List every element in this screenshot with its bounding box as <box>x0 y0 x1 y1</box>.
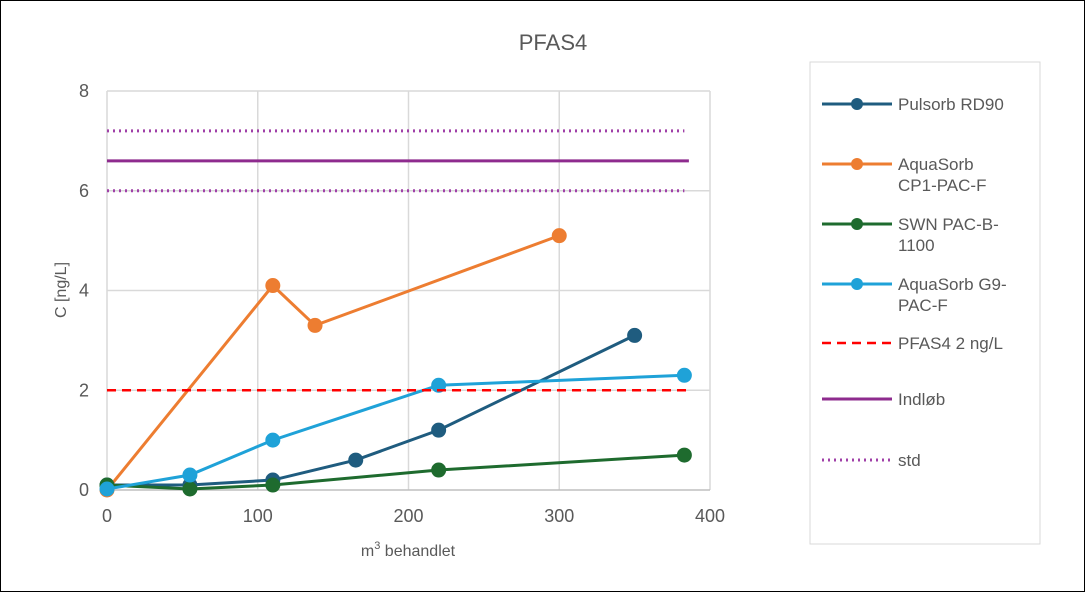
legend-entry-std: std <box>822 451 921 470</box>
data-point-swn-pac-b-1100 <box>182 481 198 497</box>
chart-title: PFAS4 <box>519 30 587 55</box>
series-pulsorb-rd90 <box>99 327 643 493</box>
data-point-aquasorb-g9-pac-f <box>182 467 198 483</box>
legend-label: PFAS4 2 ng/L <box>898 334 1003 353</box>
y-tick-label: 0 <box>79 480 89 500</box>
data-point-swn-pac-b-1100 <box>676 447 692 463</box>
legend-entry-swn-pac-b-1100: SWN PAC-B- 1100 <box>822 215 999 255</box>
legend-label: AquaSorb G9- PAC-F <box>898 275 1007 315</box>
series-line-pulsorb-rd90 <box>107 334 636 487</box>
legend-entry-pulsorb-rd90: Pulsorb RD90 <box>822 95 1004 114</box>
tick-labels: 0 2 4 6 8 0 100 200 300 400 <box>79 81 725 526</box>
x-tick-label: 0 <box>102 506 112 526</box>
legend-swatch-marker <box>851 158 863 170</box>
series-line-aquasorb-cp1-pac-f <box>105 234 560 491</box>
axes <box>106 91 710 491</box>
legend-label-line: PAC-F <box>898 296 948 315</box>
data-point-aquasorb-g9-pac-f <box>265 432 281 448</box>
x-tick-label: 300 <box>544 506 574 526</box>
data-point-swn-pac-b-1100 <box>265 477 281 493</box>
legend-entry-aquasorb-g9-pac-f: AquaSorb G9- PAC-F <box>822 275 1007 315</box>
data-point-aquasorb-cp1-pac-f <box>307 317 323 333</box>
legend-label-line: AquaSorb G9- <box>898 275 1007 294</box>
legend-label-line: AquaSorb <box>898 155 974 174</box>
legend-label-line: std <box>898 451 921 470</box>
series-swn-pac-b-1100 <box>99 447 692 497</box>
legend-label-line: Pulsorb RD90 <box>898 95 1004 114</box>
legend-label: Pulsorb RD90 <box>898 95 1004 114</box>
series-std <box>107 129 685 193</box>
legend-label: SWN PAC-B- 1100 <box>898 215 999 255</box>
legend-swatch-marker <box>851 218 863 230</box>
data-point-aquasorb-cp1-pac-f <box>265 278 281 294</box>
data-point-aquasorb-g9-pac-f <box>676 367 692 383</box>
data-point-aquasorb-g9-pac-f <box>99 481 115 497</box>
legend-label-line: Indløb <box>898 390 945 409</box>
legend-swatch-marker <box>851 278 863 290</box>
series-layer <box>99 129 692 498</box>
legend: Pulsorb RD90 AquaSorb CP1-PAC-F SWN PAC-B- 1… <box>822 95 1007 470</box>
data-point-pulsorb-rd90 <box>627 327 643 343</box>
legend-label: AquaSorb CP1-PAC-F <box>898 155 986 195</box>
legend-entry-pfas4-2-ng-l: PFAS4 2 ng/L <box>822 334 1003 353</box>
legend-label-line: 1100 <box>898 236 935 255</box>
y-tick-label: 4 <box>79 281 89 301</box>
data-point-swn-pac-b-1100 <box>431 462 447 478</box>
data-point-aquasorb-cp1-pac-f <box>551 228 567 244</box>
x-tick-label: 100 <box>243 506 273 526</box>
y-axis-label: C [ng/L] <box>53 262 70 318</box>
data-point-pulsorb-rd90 <box>431 422 447 438</box>
data-point-aquasorb-g9-pac-f <box>431 377 447 393</box>
legend-label-line: SWN PAC-B- <box>898 215 999 234</box>
legend-label: std <box>898 451 921 470</box>
legend-entry-aquasorb-cp1-pac-f: AquaSorb CP1-PAC-F <box>822 155 986 195</box>
series-aquasorb-cp1-pac-f <box>99 228 567 498</box>
x-axis-label-rest: behandlet <box>380 543 455 560</box>
legend-label: Indløb <box>898 390 945 409</box>
y-tick-label: 2 <box>79 380 89 400</box>
legend-label-line: PFAS4 2 ng/L <box>898 334 1003 353</box>
x-tick-label: 400 <box>695 506 725 526</box>
legend-entry-indl-b: Indløb <box>822 390 945 409</box>
x-tick-label: 200 <box>393 506 423 526</box>
y-tick-label: 8 <box>79 81 89 101</box>
data-point-pulsorb-rd90 <box>348 452 364 468</box>
legend-swatch-marker <box>851 98 863 110</box>
legend-label-line: CP1-PAC-F <box>898 176 986 195</box>
series-aquasorb-g9-pac-f <box>99 367 692 497</box>
y-tick-label: 6 <box>79 181 89 201</box>
legend-box <box>809 61 1041 545</box>
x-axis-label-base: m <box>361 543 374 560</box>
x-axis-label-superscript: 3 <box>374 540 380 552</box>
x-axis-label: m3 behandlet <box>361 540 456 560</box>
